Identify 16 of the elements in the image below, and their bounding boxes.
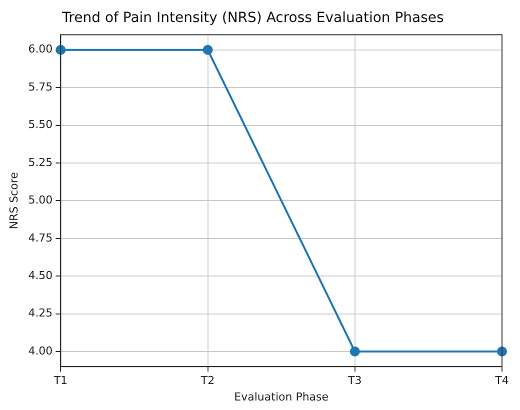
- y-tick-label: 4.75: [28, 231, 53, 244]
- y-tick-label: 4.25: [28, 306, 53, 320]
- y-axis-title: NRS Score: [7, 172, 20, 230]
- y-tick-label: 5.00: [28, 194, 53, 207]
- x-tick-label: T4: [494, 374, 509, 388]
- x-tick-label: T1: [52, 374, 68, 388]
- x-tick-label: T3: [347, 374, 362, 388]
- chart-title: Trend of Pain Intensity (NRS) Across Evaluation Phases: [61, 10, 444, 26]
- y-tick-label: 4.00: [28, 344, 53, 358]
- x-tick-label: T2: [200, 374, 215, 388]
- x-axis-title: Evaluation Phase: [234, 390, 329, 404]
- y-tick-label: 6.00: [28, 42, 53, 56]
- y-tick-label: 5.25: [28, 156, 53, 169]
- y-tick-label: 5.50: [28, 118, 53, 132]
- y-tick-label: 5.75: [28, 80, 53, 94]
- y-tick-label: 4.50: [28, 268, 53, 282]
